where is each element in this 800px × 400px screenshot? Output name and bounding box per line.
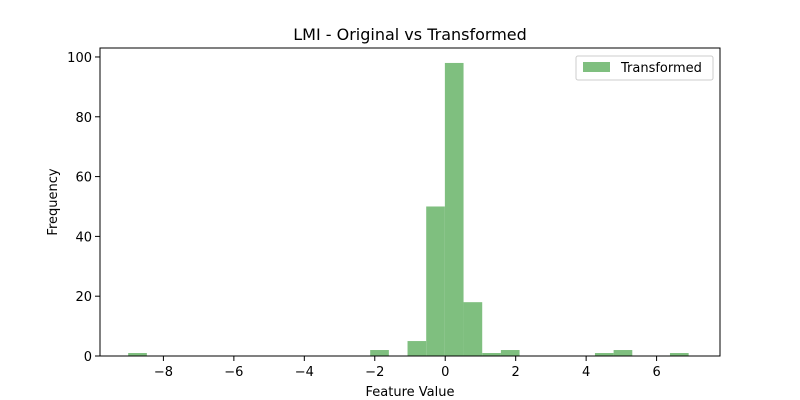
histogram-bar: [594, 353, 614, 356]
x-tick-label: 0: [441, 365, 449, 380]
histogram-bar: [500, 350, 520, 356]
legend: Transformed: [575, 55, 714, 81]
chart-title: LMI - Original vs Transformed: [293, 25, 527, 44]
plot-frame: [99, 47, 721, 357]
histogram-bars: [128, 62, 689, 357]
histogram-bar: [444, 62, 464, 357]
x-axis-label: Feature Value: [366, 385, 455, 400]
histogram-bar: [463, 302, 483, 356]
y-tick-label: 80: [75, 111, 92, 126]
legend-label-transformed: Transformed: [620, 61, 702, 76]
y-tick-label: 20: [75, 290, 92, 305]
histogram-bar: [482, 353, 501, 356]
legend-box: [575, 55, 714, 81]
y-axis-ticks: 0 20 40 60 80 100: [67, 51, 100, 365]
histogram-bar: [407, 341, 427, 356]
y-tick-label: 100: [67, 51, 92, 66]
x-tick-label: 4: [582, 365, 590, 380]
histogram-bar: [128, 353, 147, 356]
y-axis-label: Frequency: [46, 168, 61, 235]
histogram-bar: [370, 350, 389, 356]
histogram-bar: [613, 350, 633, 356]
y-tick-label: 40: [75, 230, 92, 245]
histogram-bar: [669, 353, 689, 356]
x-tick-label: −8: [154, 365, 173, 380]
x-tick-label: 6: [652, 365, 660, 380]
x-tick-label: 2: [512, 365, 520, 380]
y-tick-label: 60: [75, 171, 92, 186]
y-tick-label: 0: [84, 350, 92, 365]
histogram-bar: [426, 206, 445, 356]
legend-swatch-transformed: [583, 62, 610, 72]
x-tick-label: −6: [224, 365, 243, 380]
x-axis-ticks: −8 −6 −4 −2 0 2 4 6: [154, 356, 661, 380]
x-tick-label: −2: [365, 365, 384, 380]
x-tick-label: −4: [295, 365, 314, 380]
